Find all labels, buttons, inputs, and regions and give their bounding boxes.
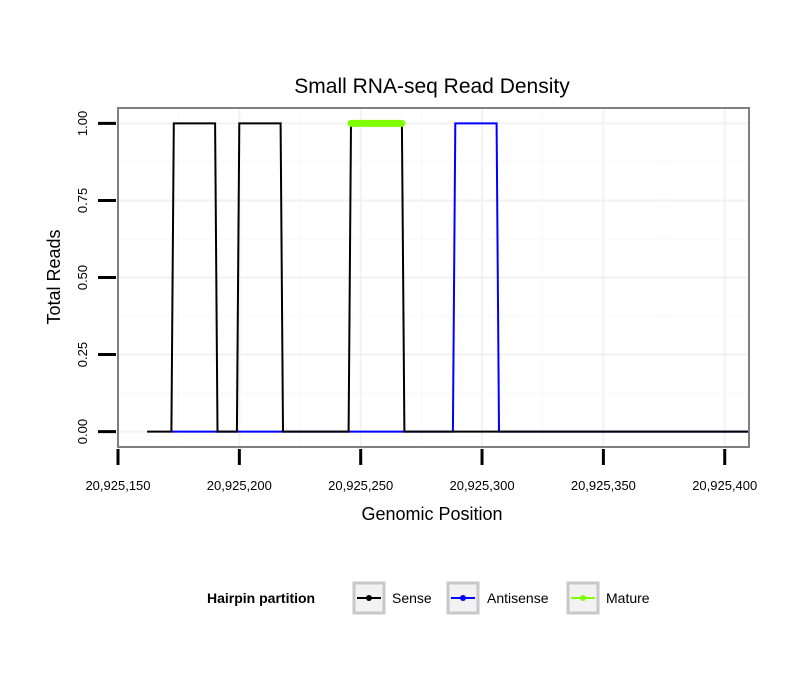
x-tick-label: 20,925,400: [692, 478, 757, 493]
legend-label-mature: Mature: [606, 590, 650, 606]
x-axis-ticks: 20,925,150 20,925,200 20,925,250 20,925,300…: [85, 449, 757, 493]
legend-item-antisense: Antisense: [446, 581, 549, 615]
y-tick-label: 0.50: [75, 265, 90, 290]
grid-lines: [117, 108, 749, 447]
legend-dot-antisense: [460, 595, 466, 601]
x-tick-label: 20,925,200: [207, 478, 272, 493]
y-axis-ticks: 0.00 0.25 0.50 0.75 1.00: [75, 111, 116, 444]
legend-item-mature: Mature: [566, 581, 650, 615]
x-tick-label: 20,925,150: [85, 478, 150, 493]
x-axis-title: Genomic Position: [361, 504, 502, 524]
chart-title: Small RNA-seq Read Density: [294, 75, 570, 98]
y-tick-label: 0.75: [75, 188, 90, 213]
legend-title: Hairpin partition: [207, 590, 315, 606]
plot-border: [117, 107, 750, 448]
legend-dot-sense: [366, 595, 372, 601]
x-tick-label: 20,925,350: [571, 478, 636, 493]
series-layer: [147, 119, 749, 433]
y-tick-label: 1.00: [75, 111, 90, 136]
legend-label-sense: Sense: [392, 590, 432, 606]
y-tick-label: 0.00: [75, 419, 90, 444]
legend-label-antisense: Antisense: [487, 590, 549, 606]
y-axis-title: Total Reads: [44, 229, 64, 324]
y-tick-label: 0.25: [75, 342, 90, 367]
x-tick-label: 20,925,300: [449, 478, 514, 493]
legend-dot-mature: [580, 595, 586, 601]
legend-item-sense: Sense: [352, 581, 432, 615]
x-tick-label: 20,925,250: [328, 478, 393, 493]
legend: Hairpin partition Sense Antisense Mature: [207, 581, 650, 615]
